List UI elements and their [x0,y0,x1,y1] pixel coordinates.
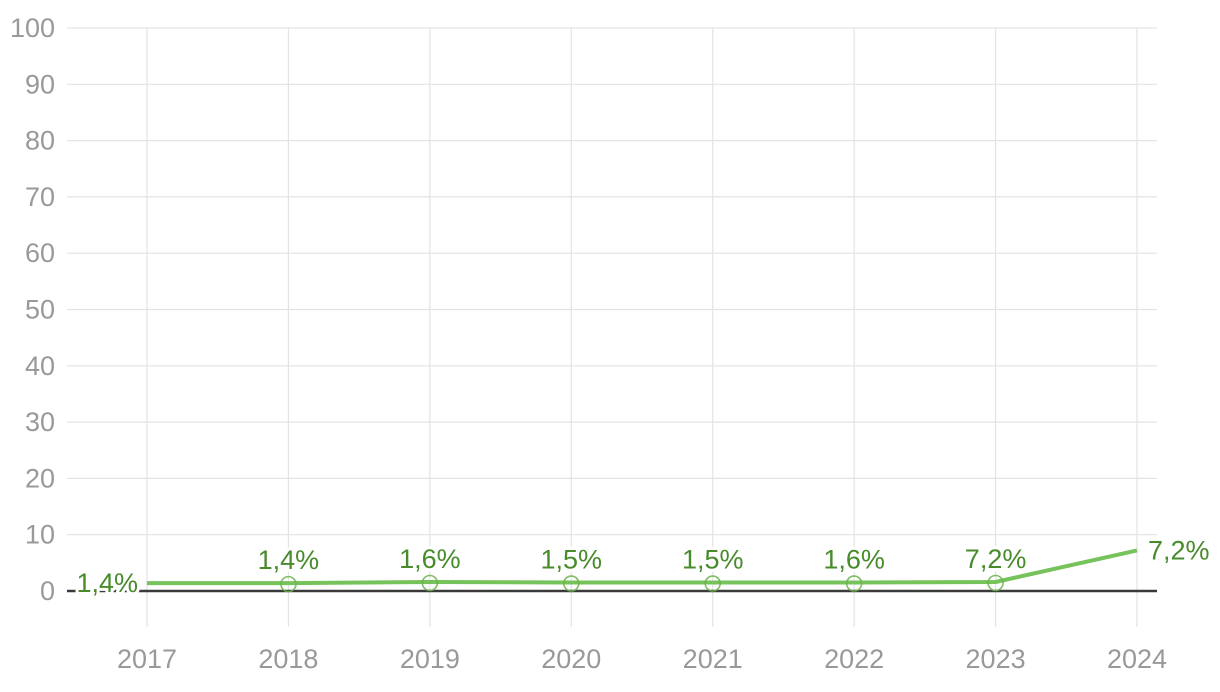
data-point-label: 1,5% [682,545,744,575]
y-axis-tick-label: 30 [25,407,55,437]
x-axis-tick-label: 2020 [541,644,601,674]
y-axis-tick-label: 10 [25,520,55,550]
x-axis-tick-label: 2023 [966,644,1026,674]
series-line [147,548,1138,586]
y-axis-tick-label: 100 [10,13,55,43]
y-axis-tick-label: 70 [25,182,55,212]
data-point-marker[interactable] [421,574,439,592]
data-point-marker[interactable] [280,575,297,593]
data-point-label: 1,6% [823,545,885,575]
y-axis-tick-label: 60 [25,238,55,268]
x-axis-tick-label: 2021 [683,644,743,674]
y-axis-tick-label: 0 [40,576,55,606]
x-axis-tick-label: 2018 [258,644,318,674]
data-point-marker[interactable] [562,575,580,592]
y-axis-tick-label: 80 [25,126,55,156]
x-axis-tick-label: 2019 [400,644,460,674]
x-axis-tick-label: 2022 [824,644,884,674]
x-axis-tick-label: 2017 [117,644,177,674]
data-point-label: 1,5% [541,545,603,575]
data-point-label: 1,6% [399,544,461,574]
data-point-label: 1,4% [76,568,138,598]
data-point-label: 7,2% [1148,535,1210,565]
data-point-label: 1,4% [258,545,320,575]
y-axis-tick-label: 20 [25,463,55,493]
y-axis-tick-label: 50 [25,295,55,325]
x-axis-tick-label: 2024 [1107,644,1167,674]
data-point-marker[interactable] [987,574,1004,592]
y-axis-tick-label: 90 [25,69,55,99]
y-axis-tick-label: 40 [25,351,55,381]
data-point-marker[interactable] [704,575,722,592]
data-point-label: 7,2% [965,544,1027,574]
data-point-marker[interactable] [845,575,863,592]
